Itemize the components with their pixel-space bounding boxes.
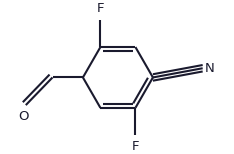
Text: F: F	[97, 2, 104, 15]
Text: F: F	[132, 140, 139, 153]
Text: O: O	[18, 110, 28, 123]
Text: N: N	[205, 62, 214, 75]
